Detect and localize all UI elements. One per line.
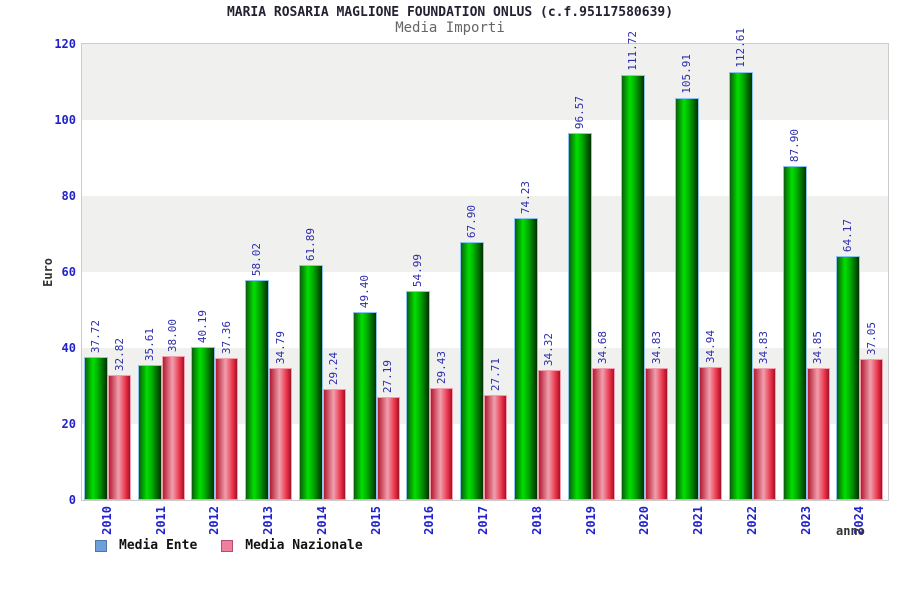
bar-media-ente-2024 (836, 256, 860, 500)
legend-item-media-nazionale: Media Nazionale (221, 538, 363, 553)
y-tick-label: 60 (61, 265, 76, 279)
x-tick-label: 2011 (154, 506, 168, 535)
bar-media-nazionale-2021 (699, 367, 722, 500)
bar-value-label: 67.90 (465, 204, 478, 238)
bar-media-nazionale-2020 (645, 368, 668, 500)
y-tick-label: 80 (61, 189, 76, 203)
bar-media-ente-2010 (84, 357, 108, 500)
plot-area: 37.72 32.82 35.61 38.00 40.19 37.36 58.02 34.79… (81, 28, 889, 501)
bar-value-label: 34.68 (596, 330, 609, 364)
x-tick-label: 2010 (100, 506, 114, 535)
bar-value-label: 96.57 (573, 95, 586, 129)
x-tick-label: 2019 (584, 506, 598, 535)
bar-value-label: 64.17 (841, 218, 854, 252)
bar-value-label: 34.32 (542, 332, 555, 366)
bar-media-nazionale-2010 (108, 375, 131, 500)
bar-value-label: 38.00 (166, 318, 179, 352)
bar-value-label: 34.85 (811, 330, 824, 364)
x-tick-label: 2016 (422, 506, 436, 535)
y-axis-title: Euro (41, 258, 55, 287)
x-tick-label: 2017 (476, 506, 490, 535)
bar-media-ente-2020 (621, 75, 645, 500)
bar-media-nazionale-2015 (377, 397, 400, 500)
bar-value-label: 74.23 (519, 180, 532, 214)
x-tick-label: 2012 (207, 506, 221, 535)
bar-media-ente-2018 (514, 218, 538, 500)
x-tick-label: 2013 (261, 506, 275, 535)
legend-item-media-ente: Media Ente (95, 538, 197, 553)
bar-media-nazionale-2019 (592, 368, 615, 500)
x-tick-label: 2023 (799, 506, 813, 535)
media-nazionale-swatch-icon (221, 539, 234, 552)
bar-value-label: 111.72 (626, 31, 639, 71)
bar-media-nazionale-2013 (269, 368, 292, 500)
x-tick-label: 2015 (369, 506, 383, 535)
x-tick-label: 2021 (691, 506, 705, 535)
bar-value-label: 105.91 (680, 54, 693, 94)
x-tick-label: 2020 (637, 506, 651, 535)
bar-value-label: 34.83 (757, 330, 770, 364)
bar-value-label: 37.36 (220, 320, 233, 354)
bar-value-label: 27.71 (489, 357, 502, 391)
bar-value-label: 58.02 (250, 242, 263, 276)
bar-media-nazionale-2022 (753, 368, 776, 500)
bar-media-nazionale-2017 (484, 395, 507, 500)
bar-media-ente-2017 (460, 242, 484, 500)
media-ente-swatch-icon (95, 539, 107, 552)
bar-value-label: 29.24 (327, 351, 340, 385)
y-tick-label: 100 (54, 113, 76, 127)
x-axis-title: anno (836, 524, 865, 538)
y-tick-label: 40 (61, 341, 76, 355)
bar-value-label: 32.82 (113, 337, 126, 371)
bar-media-ente-2015 (353, 312, 377, 500)
bar-value-label: 61.89 (304, 227, 317, 261)
x-tick-label: 2018 (530, 506, 544, 535)
bar-value-label: 35.61 (143, 327, 156, 361)
bar-value-label: 37.72 (89, 319, 102, 353)
bar-media-nazionale-2014 (323, 389, 346, 500)
y-tick-label: 0 (68, 493, 76, 507)
bar-value-label: 54.99 (411, 253, 424, 287)
bar-media-nazionale-2016 (430, 388, 453, 500)
x-tick-label: 2022 (745, 506, 759, 535)
bar-media-nazionale-2023 (807, 368, 830, 500)
bar-value-label: 37.05 (865, 321, 878, 355)
bar-media-nazionale-2011 (162, 356, 185, 500)
bar-media-ente-2011 (138, 365, 162, 500)
bar-media-ente-2013 (245, 280, 269, 500)
legend-label-media-ente: Media Ente (119, 538, 198, 553)
bar-value-label: 34.94 (704, 329, 717, 363)
chart-title: MARIA ROSARIA MAGLIONE FOUNDATION ONLUS … (226, 5, 674, 20)
bar-value-label: 34.79 (274, 330, 287, 364)
bar-media-nazionale-2018 (538, 370, 561, 500)
bar-value-label: 40.19 (196, 309, 209, 343)
bar-value-label: 29.43 (435, 350, 448, 384)
bar-media-ente-2012 (191, 347, 215, 500)
bar-media-nazionale-2012 (215, 358, 238, 500)
legend: Media Ente Media Nazionale (95, 538, 363, 553)
bar-value-label: 27.19 (381, 359, 394, 393)
bar-media-ente-2021 (675, 98, 699, 500)
y-tick-label: 20 (61, 417, 76, 431)
bar-value-label: 112.61 (734, 28, 747, 68)
bar-value-label: 49.40 (358, 274, 371, 308)
bar-media-ente-2023 (783, 166, 807, 500)
bar-value-label: 34.83 (650, 330, 663, 364)
bar-media-nazionale-2024 (860, 359, 883, 500)
bar-media-ente-2019 (568, 133, 592, 500)
bar-value-label: 87.90 (788, 128, 801, 162)
bar-media-ente-2014 (299, 265, 323, 500)
bar-media-ente-2016 (406, 291, 430, 500)
bar-media-ente-2022 (729, 72, 753, 500)
chart-subtitle: Media Importi (395, 20, 505, 36)
y-tick-label: 120 (54, 37, 76, 51)
x-tick-label: 2014 (315, 506, 329, 535)
legend-label-media-nazionale: Media Nazionale (245, 538, 363, 553)
